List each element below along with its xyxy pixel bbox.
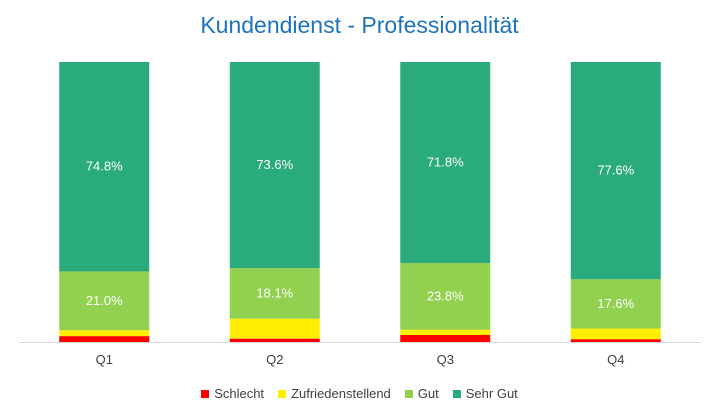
bar-schlecht-q1 xyxy=(59,336,150,342)
legend-item-gut: Gut xyxy=(404,386,439,401)
legend-swatch-gut xyxy=(404,389,413,398)
bar-schlecht-q3 xyxy=(400,335,491,342)
data-label-gut-q2: 18.1% xyxy=(256,285,293,300)
legend-label-schlecht: Schlecht xyxy=(214,386,265,401)
bar-zufriedenstellend-q2 xyxy=(229,318,320,339)
legend-swatch-sehr-gut xyxy=(452,389,461,398)
legend-swatch-zufriedenstellend xyxy=(278,389,287,398)
bar-gut-q2 xyxy=(229,268,320,319)
data-label-sehr-gut-q3: 71.8% xyxy=(427,155,464,170)
bar-zufriedenstellend-q1 xyxy=(59,330,150,337)
bar-sehr-gut-q4 xyxy=(570,62,661,280)
legend-swatch-schlecht xyxy=(201,389,210,398)
legend: Schlecht Zufriedenstellend Gut Sehr Gut xyxy=(0,386,719,401)
bar-schlecht-q2 xyxy=(229,338,320,342)
bar-zufriedenstellend-q3 xyxy=(400,329,491,335)
legend-label-sehr-gut: Sehr Gut xyxy=(465,386,518,401)
legend-label-zufriedenstellend: Zufriedenstellend xyxy=(291,386,391,401)
bar-gut-q4 xyxy=(570,279,661,329)
data-label-sehr-gut-q4: 77.6% xyxy=(597,163,634,178)
bar-sehr-gut-q3 xyxy=(400,62,491,264)
x-tick-label-q3: Q3 xyxy=(437,352,454,367)
data-label-gut-q1: 21.0% xyxy=(86,293,123,308)
chart-title: Kundendienst - Professionalität xyxy=(200,12,519,38)
x-tick-label-q2: Q2 xyxy=(266,352,283,367)
legend-item-schlecht: Schlecht xyxy=(201,386,264,401)
bar-gut-q1 xyxy=(59,271,150,331)
x-tick-label-q1: Q1 xyxy=(96,352,113,367)
data-label-sehr-gut-q1: 74.8% xyxy=(86,159,123,174)
bar-gut-q3 xyxy=(400,263,491,330)
legend-item-sehr-gut: Sehr Gut xyxy=(452,386,518,401)
x-tick-label-q4: Q4 xyxy=(607,352,624,367)
legend-item-zufriedenstellend: Zufriedenstellend xyxy=(278,386,391,401)
chart-plot: 21.0% 74.8% Q1 18.1% 73.6% Q2 23.8% 71.8% Q3 17.6… xyxy=(19,62,701,367)
bar-sehr-gut-q1 xyxy=(59,62,150,272)
bar-zufriedenstellend-q4 xyxy=(570,328,661,340)
data-label-gut-q4: 17.6% xyxy=(597,296,634,311)
data-label-gut-q3: 23.8% xyxy=(427,288,464,303)
bar-schlecht-q4 xyxy=(570,339,661,342)
bar-sehr-gut-q2 xyxy=(229,62,320,269)
data-label-sehr-gut-q2: 73.6% xyxy=(256,157,293,172)
legend-label-gut: Gut xyxy=(417,386,439,401)
